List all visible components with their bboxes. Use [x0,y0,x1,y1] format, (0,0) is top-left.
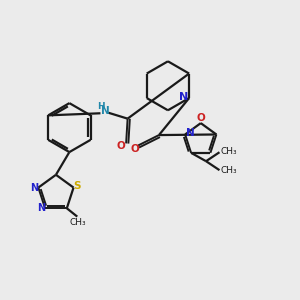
Text: N: N [30,183,38,193]
Text: O: O [196,113,205,123]
Text: CH₃: CH₃ [220,166,237,175]
Text: O: O [130,144,139,154]
Text: N: N [185,128,194,138]
Text: O: O [116,141,125,151]
Text: N: N [179,92,188,101]
Text: CH₃: CH₃ [220,147,237,156]
Text: H: H [98,102,105,111]
Text: CH₃: CH₃ [70,218,86,226]
Text: N: N [37,203,45,213]
Text: N: N [101,106,110,116]
Text: S: S [74,181,81,191]
